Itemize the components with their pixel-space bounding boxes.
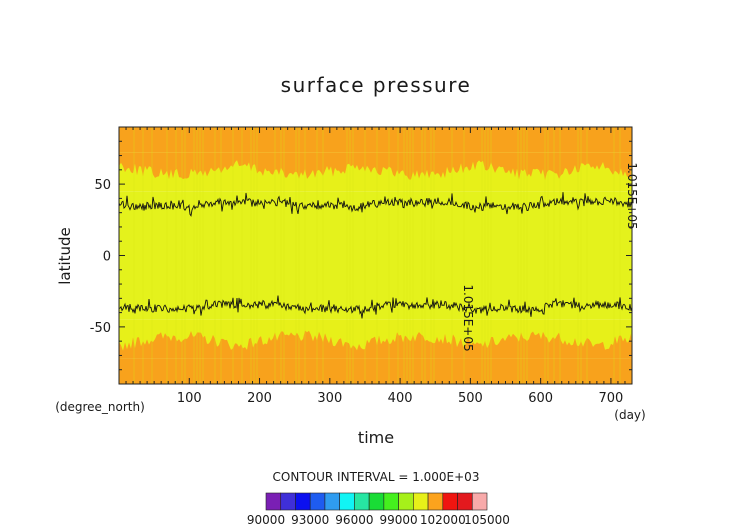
colorbar-swatch bbox=[339, 492, 355, 511]
x-axis-unit: (day) bbox=[614, 408, 645, 422]
colorbar-tick-label: 102000 bbox=[420, 513, 466, 527]
contour-line-1 bbox=[119, 295, 633, 319]
colorbar-swatch bbox=[383, 492, 399, 511]
colorbar-tick-label: 105000 bbox=[464, 513, 510, 527]
colorbar-swatch bbox=[442, 492, 458, 511]
colorbar-tick-label: 96000 bbox=[335, 513, 373, 527]
colorbar-swatch bbox=[457, 492, 473, 511]
colorbar-tick-label: 93000 bbox=[291, 513, 329, 527]
y-tick-label: 50 bbox=[94, 178, 111, 193]
colorbar-tick-label: 90000 bbox=[247, 513, 285, 527]
colorbar-swatch bbox=[398, 492, 414, 511]
x-axis-ticks: 100 200 300 400 500 600 700 bbox=[125, 127, 626, 406]
x-tick-label: 500 bbox=[458, 391, 483, 406]
colorbar-swatch bbox=[368, 492, 385, 511]
x-axis-label: time bbox=[358, 428, 394, 447]
colorbar-swatch bbox=[280, 492, 296, 511]
contour-interval-label: CONTOUR INTERVAL = 1.000E+03 bbox=[273, 470, 480, 484]
x-tick-label: 200 bbox=[247, 391, 272, 406]
high-pressure-edge-0 bbox=[119, 152, 632, 181]
pressure-band-0 bbox=[119, 127, 632, 153]
colorbar-swatch bbox=[471, 492, 488, 511]
y-tick-label: 0 bbox=[103, 250, 111, 265]
x-tick-label: 400 bbox=[388, 391, 413, 406]
colorbar-swatch bbox=[427, 492, 444, 511]
x-tick-label: 600 bbox=[528, 391, 553, 406]
contour-lines bbox=[118, 192, 633, 319]
x-tick-label: 700 bbox=[599, 391, 624, 406]
colorbar-tick-label: 99000 bbox=[380, 513, 418, 527]
colorbar-swatch bbox=[324, 492, 340, 511]
colorbar-swatch bbox=[354, 492, 370, 511]
plot-area: 1.015E+051.015E+05 100 200 300 400 500 600 700… bbox=[90, 126, 639, 406]
contour-label-1: 1.015E+05 bbox=[461, 284, 475, 351]
y-axis-ticks: 50 0 -50 bbox=[90, 140, 632, 371]
pressure-band-2 bbox=[119, 191, 632, 320]
pressure-band-4 bbox=[119, 358, 632, 384]
colorbar-swatch bbox=[413, 492, 429, 511]
y-axis-unit: (degree_north) bbox=[55, 400, 145, 414]
y-axis-label: latitude bbox=[56, 227, 74, 285]
colorbar-swatch bbox=[295, 492, 311, 511]
colorbar-swatch bbox=[309, 492, 326, 511]
x-tick-label: 100 bbox=[177, 391, 202, 406]
chart-title: surface pressure bbox=[281, 73, 472, 97]
colorbar-swatch bbox=[265, 492, 282, 511]
y-tick-label: -50 bbox=[90, 321, 111, 336]
pressure-field bbox=[119, 127, 632, 384]
high-pressure-edge-1 bbox=[119, 330, 632, 359]
contour-line-0 bbox=[118, 192, 633, 217]
x-tick-label: 300 bbox=[317, 391, 342, 406]
